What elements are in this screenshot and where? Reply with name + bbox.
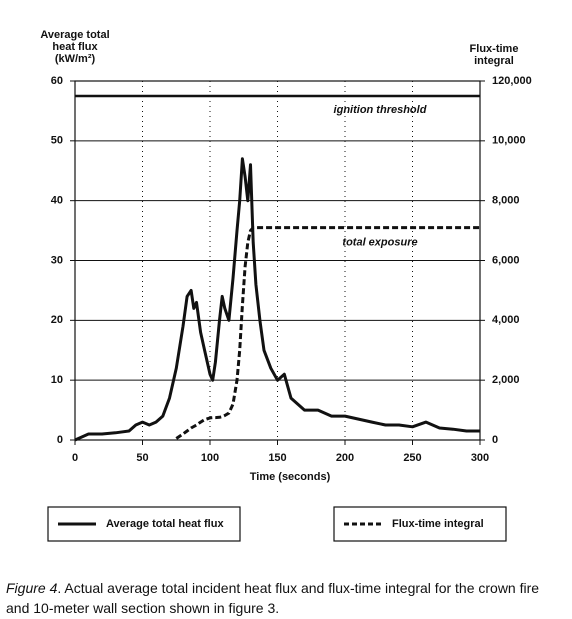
y2-axis-label: integral <box>474 55 514 67</box>
x-tick-label: 150 <box>268 452 286 464</box>
x-tick-label: 250 <box>403 452 421 464</box>
y-axis-label: (kW/m²) <box>55 53 96 65</box>
x-tick-label: 100 <box>201 452 219 464</box>
legend-label: Average total heat flux <box>106 518 224 530</box>
y-tick-label: 30 <box>51 254 63 266</box>
y-tick-label: 20 <box>51 314 63 326</box>
legend-box <box>47 506 241 542</box>
y2-tick-label: 0 <box>492 434 498 446</box>
y-tick-label: 0 <box>57 434 63 446</box>
y-axis-label: Average total <box>40 29 109 41</box>
y-axis-label: heat flux <box>52 41 98 53</box>
y-tick-label: 10 <box>51 374 63 386</box>
caption-label: Figure 4 <box>6 580 58 596</box>
chart: Average total heat flux (kW/m²) Flux-tim… <box>40 29 532 542</box>
y-tick-label: 50 <box>51 135 63 147</box>
legend-box <box>333 506 507 542</box>
data-line <box>74 157 480 442</box>
y2-tick-label: 6,000 <box>492 254 520 266</box>
y-tick-label: 40 <box>51 195 63 207</box>
y2-axis-label: Flux-time <box>470 43 519 55</box>
legend-label: Flux-time integral <box>392 518 484 530</box>
x-tick-label: 300 <box>471 452 489 464</box>
x-tick-label: 50 <box>136 452 148 464</box>
y2-tick-label: 10,000 <box>492 135 526 147</box>
y2-tick-label: 2,000 <box>492 374 520 386</box>
threshold-label: ignition threshold <box>334 104 427 116</box>
y2-tick-label: 8,000 <box>492 195 520 207</box>
exposure-label: total exposure <box>342 236 417 248</box>
x-tick-label: 0 <box>72 452 78 464</box>
y-tick-label: 60 <box>51 75 63 87</box>
y2-tick-label: 120,000 <box>492 75 532 87</box>
x-axis-label: Time (seconds) <box>250 471 331 483</box>
data-line <box>175 226 480 440</box>
x-tick-label: 200 <box>336 452 354 464</box>
y2-tick-label: 4,000 <box>492 314 520 326</box>
caption: Figure 4. Actual average total incident … <box>6 578 566 618</box>
caption-text: . Actual average total incident heat flu… <box>6 580 540 616</box>
